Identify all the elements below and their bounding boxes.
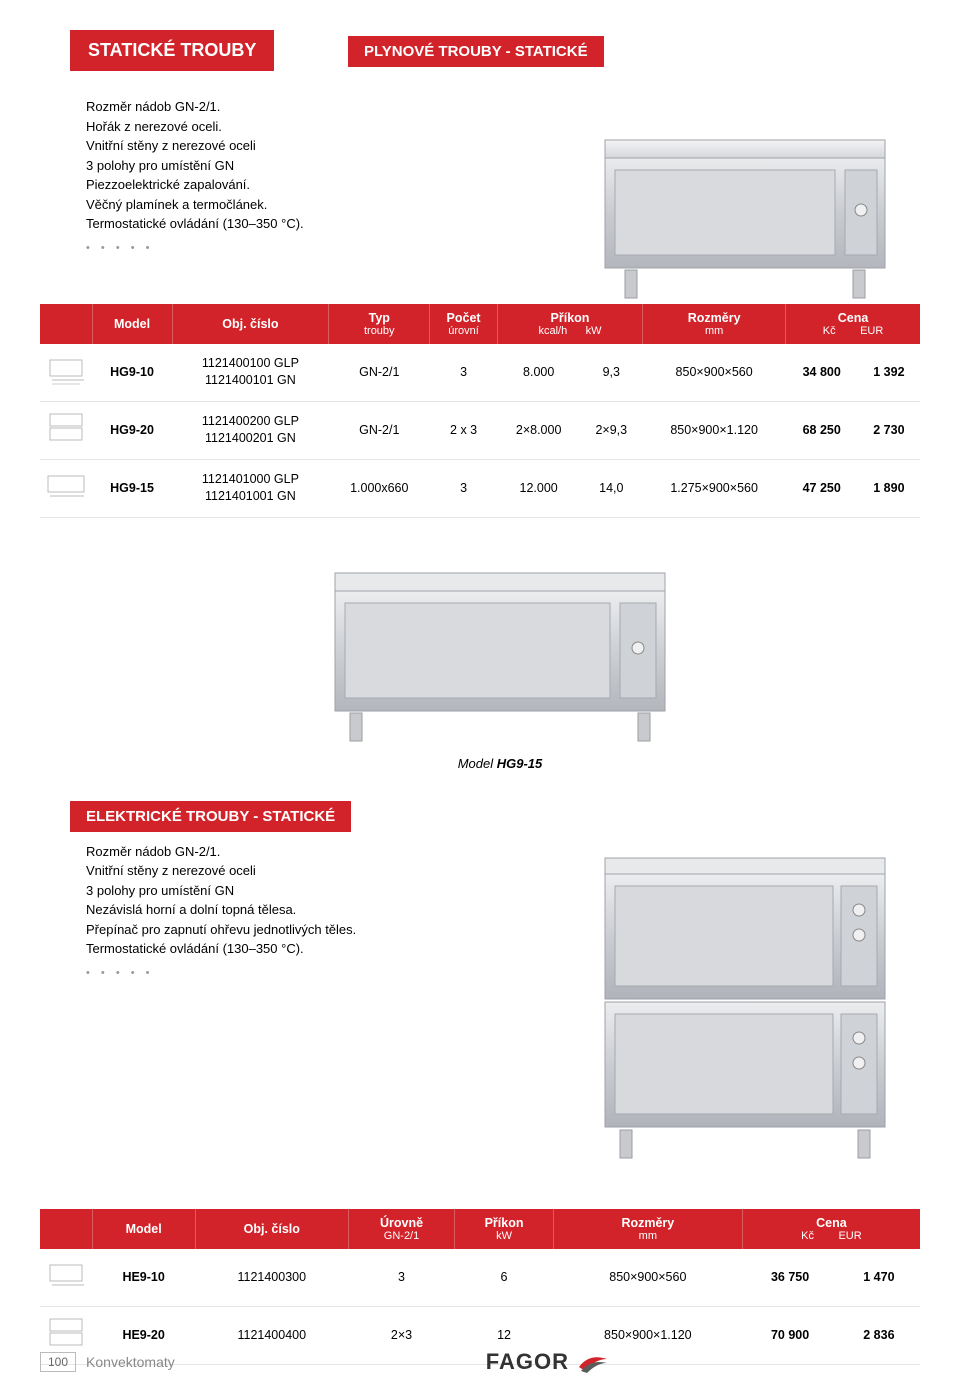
cell-model: HE9-10 (92, 1249, 195, 1307)
cell-model: HG9-10 (92, 344, 172, 402)
desc-line: 3 polohy pro umístění GN (86, 881, 486, 901)
cell-typ: GN-2/1 (329, 344, 430, 402)
cell-kw: 14,0 (580, 459, 643, 517)
cell-eur: 2 730 (858, 401, 920, 459)
th-obj: Obj. číslo (172, 304, 329, 344)
cell-obj: 1121400300 (195, 1249, 348, 1307)
cell-kc: 36 750 (742, 1249, 837, 1307)
cell-model: HG9-20 (92, 401, 172, 459)
th-model: Model (92, 304, 172, 344)
th-obj: Obj. číslo (195, 1209, 348, 1249)
cell-eur: 1 890 (858, 459, 920, 517)
thumb-icon (40, 1249, 92, 1307)
cell-kw: 9,3 (580, 344, 643, 402)
table-header-row: Model Obj. číslo ÚrovněGN-2/1 PříkonkW R… (40, 1209, 920, 1249)
cell-kcal: 12.000 (497, 459, 580, 517)
desc-line: Nezávislá horní a dolní topná tělesa. (86, 900, 486, 920)
product-image-hg9-15: Model HG9-15 (320, 548, 680, 771)
footer-label: Konvektomaty (86, 1354, 175, 1370)
cell-obj: 1121400100 GLP1121400101 GN (172, 344, 329, 402)
desc-line: Vnitřní stěny z nerezové oceli (86, 861, 486, 881)
th-cena: CenaKč EUR (742, 1209, 920, 1249)
th-pocet: Početúrovní (430, 304, 498, 344)
desc-line: Přepínač pro zapnutí ohřevu jednotlivých… (86, 920, 486, 940)
desc-line: Rozměr nádob GN-2/1. (86, 97, 486, 117)
page-number: 100 (40, 1352, 76, 1372)
cell-kc: 68 250 (786, 401, 858, 459)
cell-kw: 6 (455, 1249, 554, 1307)
cell-obj: 1121401000 GLP1121401001 GN (172, 459, 329, 517)
cell-eur: 1 392 (858, 344, 920, 402)
brand-text: FAGOR (486, 1349, 569, 1375)
desc-line: Piezzoelektrické zapalování. (86, 175, 486, 195)
th-model: Model (92, 1209, 195, 1249)
table-header-row: Model Obj. číslo Typtrouby Početúrovní P… (40, 304, 920, 344)
section-title-electric: ELEKTRICKÉ TROUBY - STATICKÉ (70, 801, 351, 832)
th-rozmery: Rozměrymm (553, 1209, 742, 1249)
desc-line: Hořák z nerezové oceli. (86, 117, 486, 137)
cell-typ: GN-2/1 (329, 401, 430, 459)
brand-logo: FAGOR (486, 1349, 609, 1375)
cell-pocet: 3 (430, 344, 498, 402)
cell-kcal: 2×8.000 (497, 401, 580, 459)
cell-kc: 47 250 (786, 459, 858, 517)
cell-pocet: 3 (430, 459, 498, 517)
cell-kw: 2×9,3 (580, 401, 643, 459)
desc-line: Věčný plamínek a termočlánek. (86, 195, 486, 215)
gas-ovens-table: Model Obj. číslo Typtrouby Početúrovní P… (40, 304, 920, 518)
th-prikon: Příkonkcal/h kW (497, 304, 642, 344)
product-image-electric-double (585, 840, 905, 1170)
cell-kc: 34 800 (786, 344, 858, 402)
desc-line: Rozměr nádob GN-2/1. (86, 842, 486, 862)
desc-line: Vnitřní stěny z nerezové oceli (86, 136, 486, 156)
desc-line: Termostatické ovládání (130–350 °C). (86, 939, 486, 959)
page-footer: 100 Konvektomaty FAGOR (40, 1349, 920, 1375)
th-rozmery: Rozměrymm (643, 304, 786, 344)
thumb-icon (40, 401, 92, 459)
cell-model: HG9-15 (92, 459, 172, 517)
page-title: STATICKÉ TROUBY (70, 30, 274, 71)
cell-rozmery: 1.275×900×560 (643, 459, 786, 517)
section-title-gas: PLYNOVÉ TROUBY - STATICKÉ (348, 36, 604, 67)
thumb-icon (40, 459, 92, 517)
cell-eur: 1 470 (838, 1249, 920, 1307)
cell-rozmery: 850×900×1.120 (643, 401, 786, 459)
cell-obj: 1121400200 GLP1121400201 GN (172, 401, 329, 459)
th-typ: Typtrouby (329, 304, 430, 344)
table-row: HG9-15 1121401000 GLP1121401001 GN 1.000… (40, 459, 920, 517)
electric-ovens-table: Model Obj. číslo ÚrovněGN-2/1 PříkonkW R… (40, 1209, 920, 1365)
cell-kcal: 8.000 (497, 344, 580, 402)
th-cena: CenaKč EUR (786, 304, 920, 344)
th-prikon: PříkonkW (455, 1209, 554, 1249)
desc-line: 3 polohy pro umístění GN (86, 156, 486, 176)
cell-urovne: 3 (348, 1249, 454, 1307)
cell-rozmery: 850×900×560 (553, 1249, 742, 1307)
section2-description: Rozměr nádob GN-2/1. Vnitřní stěny z ner… (86, 842, 486, 959)
image-caption: Model HG9-15 (320, 756, 680, 771)
thumb-icon (40, 344, 92, 402)
section1-description: Rozměr nádob GN-2/1. Hořák z nerezové oc… (86, 97, 486, 234)
cell-typ: 1.000x660 (329, 459, 430, 517)
table-row: HG9-10 1121400100 GLP1121400101 GN GN-2/… (40, 344, 920, 402)
table-row: HG9-20 1121400200 GLP1121400201 GN GN-2/… (40, 401, 920, 459)
cell-pocet: 2 x 3 (430, 401, 498, 459)
cell-rozmery: 850×900×560 (643, 344, 786, 402)
brand-swoosh-icon (577, 1349, 609, 1375)
th-urovne: ÚrovněGN-2/1 (348, 1209, 454, 1249)
desc-line: Termostatické ovládání (130–350 °C). (86, 214, 486, 234)
product-image-gas-single (585, 115, 905, 295)
table-row: HE9-10 1121400300 3 6 850×900×560 36 750… (40, 1249, 920, 1307)
